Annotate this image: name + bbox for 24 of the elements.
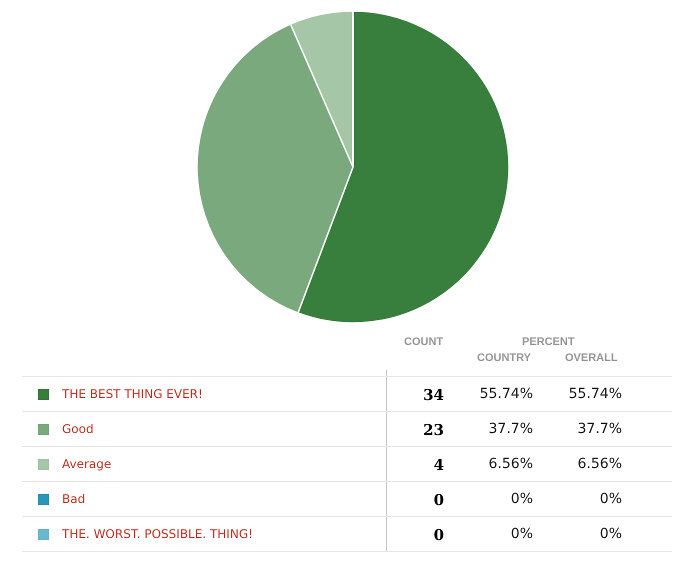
legend-label: Average xyxy=(62,457,112,471)
text: 0% xyxy=(600,491,622,507)
text: COUNTRY xyxy=(477,352,531,364)
legend-label: Bad xyxy=(62,492,86,506)
text: 37.7% xyxy=(578,421,622,437)
text: 0 xyxy=(434,526,444,544)
legend-label: THE BEST THING EVER! xyxy=(62,387,203,401)
text: 0 xyxy=(434,491,444,509)
text: 55.74% xyxy=(568,386,622,402)
text: 0% xyxy=(510,491,533,507)
data-label: 6.56% xyxy=(488,456,533,472)
text: 23 xyxy=(423,421,444,439)
text: PERCENT xyxy=(522,336,575,348)
text: 6.56% xyxy=(578,456,622,472)
text: 0% xyxy=(510,526,533,542)
text: 4 xyxy=(434,456,444,474)
text: OVERALL xyxy=(565,352,618,364)
legend-label: THE. WORST. POSSIBLE. THING! xyxy=(62,527,253,541)
data-label: 55.74% xyxy=(480,386,533,402)
text: 0% xyxy=(600,526,622,542)
data-label: 37.7% xyxy=(488,421,533,437)
text: 34 xyxy=(423,386,444,404)
legend-label: Good xyxy=(62,422,94,436)
text: COUNT xyxy=(404,336,444,348)
